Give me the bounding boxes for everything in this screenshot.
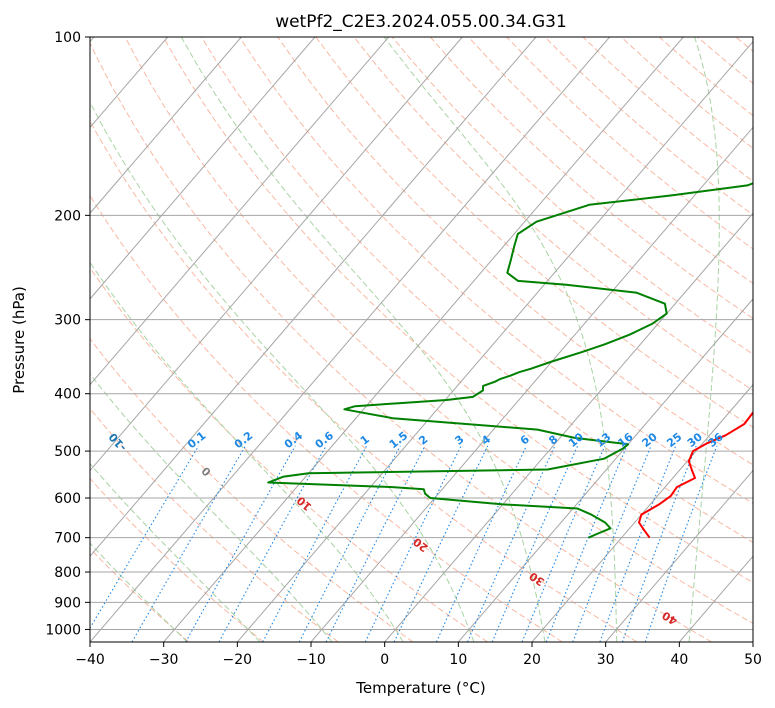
isotherm-line	[531, 383, 753, 642]
chart-title: wetPf2_C2E3.2024.055.00.34.G31	[275, 12, 567, 32]
x-axis-title: Temperature (°C)	[355, 679, 485, 697]
mixing-ratio-line	[298, 445, 401, 642]
plot-grid	[90, 37, 753, 642]
y-axis-title: Pressure (hPa)	[10, 286, 28, 394]
x-tick-label: −10	[296, 652, 326, 668]
moist-adiabat-line	[90, 542, 188, 642]
moist-adiabat-line	[90, 101, 475, 642]
dry-adiabat-line	[353, 37, 753, 391]
isotherm-line	[90, 37, 316, 300]
x-tick-label: −30	[149, 652, 179, 668]
dry-adiabat-line	[468, 37, 753, 284]
dry-adiabat-line	[90, 407, 339, 642]
dry-adiabat-line	[90, 267, 488, 642]
plot-frame	[89, 36, 754, 643]
series-layer	[267, 182, 753, 539]
y-tick-label: 700	[54, 531, 81, 547]
x-tick-label: 0	[380, 652, 389, 668]
moist-adiabat-line	[688, 37, 720, 642]
y-tick-label: 100	[54, 30, 81, 46]
dry-adiabat-line	[315, 37, 753, 428]
y-tick-label: 900	[54, 595, 81, 611]
mixing-ratio-line	[325, 445, 426, 642]
mixing-ratio-line	[599, 445, 677, 642]
x-tick-label: 40	[670, 652, 688, 668]
mixing-ratio-line	[218, 445, 327, 642]
moist-adiabat-line	[90, 261, 404, 642]
y-tick-label: 1000	[45, 622, 81, 638]
mixing-ratio-line	[364, 445, 462, 642]
y-tick-label: 500	[54, 444, 81, 460]
moist-adiabat-line	[383, 37, 618, 642]
isotherm-line	[90, 37, 390, 386]
isotherm-line	[90, 37, 611, 642]
moist-adiabat-line	[90, 463, 261, 642]
y-tick-label: 200	[54, 208, 81, 224]
isotherm-line	[384, 212, 753, 642]
isotherm-line	[310, 126, 753, 642]
isotherm-line	[457, 298, 753, 642]
y-tick-label: 800	[54, 565, 81, 581]
isotherm-line	[90, 37, 537, 558]
plot-background	[90, 37, 753, 642]
y-tick-label: 400	[54, 387, 81, 403]
isotherm-line	[163, 37, 684, 642]
mixing-ratio-line	[393, 445, 489, 642]
y-tick-label: 300	[54, 313, 81, 329]
dry-adiabat-line	[90, 120, 638, 642]
mixing-ratio-line	[491, 445, 579, 642]
mixing-ratio-line	[90, 445, 200, 630]
isotherm-line	[90, 37, 463, 472]
dry-adiabat-line	[430, 37, 753, 320]
dry-adiabat-line	[90, 42, 712, 642]
x-tick-label: 50	[744, 652, 762, 668]
y-tick-label: 600	[54, 491, 81, 507]
x-tick-label: 30	[597, 652, 615, 668]
moist-adiabat-line	[90, 373, 333, 642]
isotherm-line	[90, 37, 242, 214]
sounding-line-1	[638, 318, 753, 539]
x-tick-label: −40	[75, 652, 105, 668]
dry-adiabat-line	[90, 477, 264, 642]
mixing-ratio-line	[621, 445, 697, 642]
isotherm-line	[236, 40, 753, 642]
dry-adiabat-line	[90, 194, 563, 642]
x-tick-label: 10	[449, 652, 467, 668]
sounding-line-2	[267, 182, 753, 539]
dry-adiabat-line	[239, 37, 753, 504]
mixing-ratio-line	[466, 445, 556, 642]
isotherm-line	[605, 469, 753, 642]
mixing-ratio-line	[185, 445, 296, 642]
dry-adiabat-line	[124, 37, 753, 624]
x-axis: −40 −30 −20 −10 0 10 20 30 40 50	[75, 642, 762, 668]
mixing-ratio-line	[644, 445, 718, 642]
y-axis: 100 200 300 400 500 600 700 800 900 1000	[45, 30, 90, 638]
x-tick-label: −20	[223, 652, 253, 668]
x-tick-label: 20	[523, 652, 541, 668]
